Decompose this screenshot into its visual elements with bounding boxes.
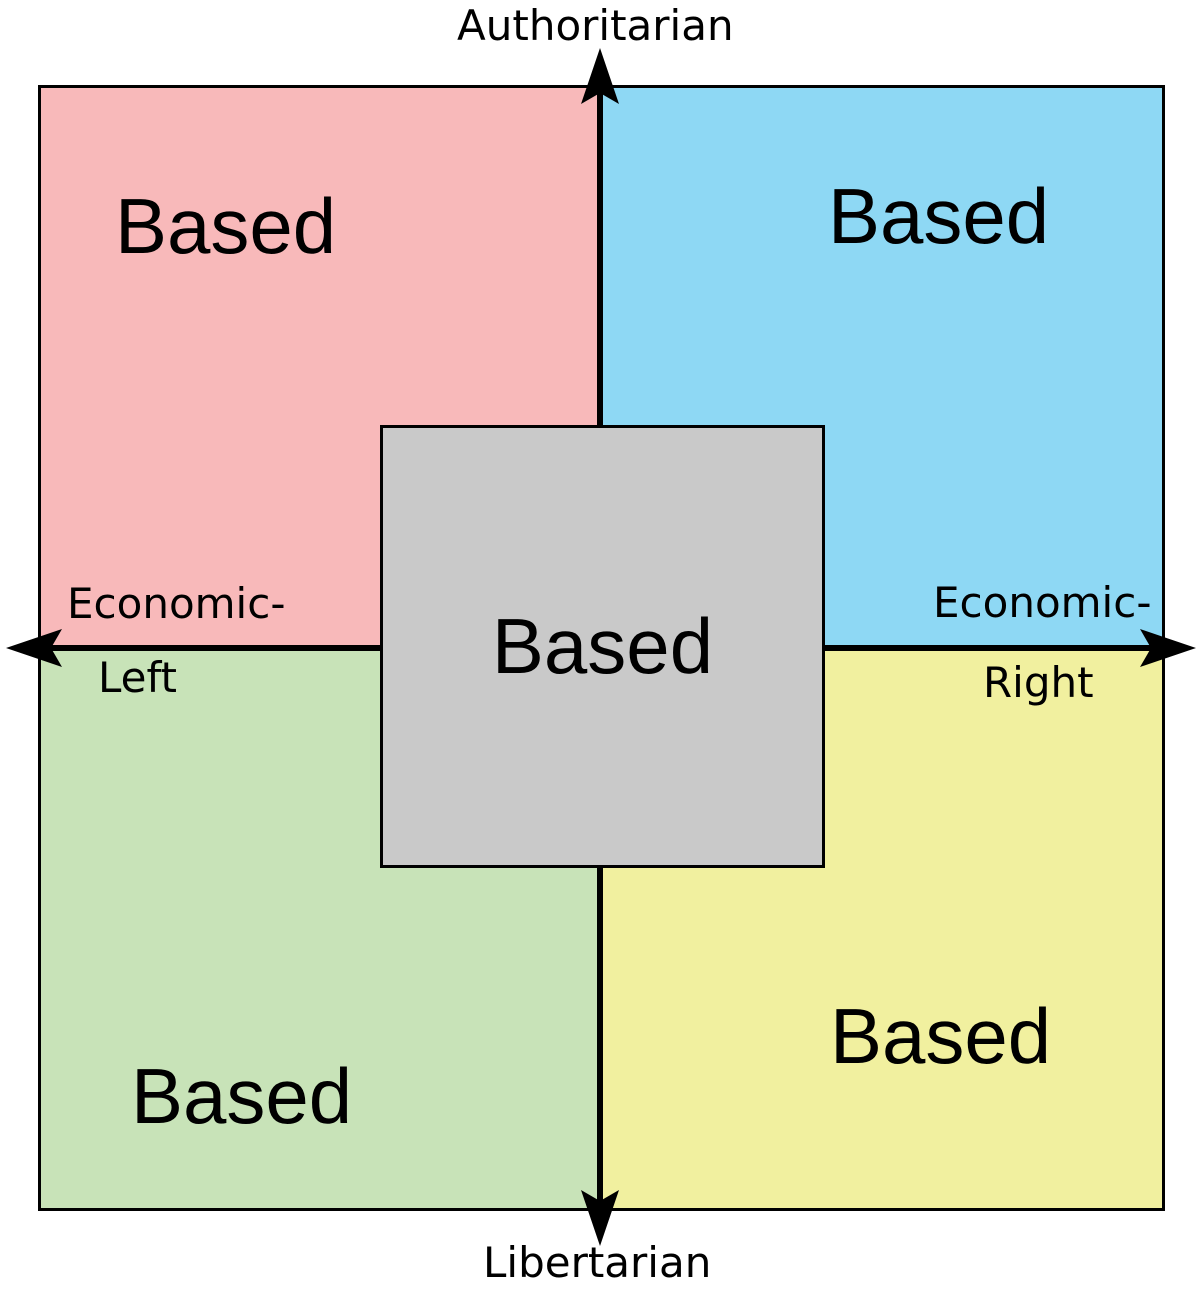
axis-label-authoritarian: Authoritarian <box>457 1 734 50</box>
quadrant-label-libertarian-right: Based <box>830 992 1052 1080</box>
quadrant-label-center: Based <box>491 601 714 690</box>
center-box: Based <box>380 425 825 868</box>
quadrant-label-authoritarian-right: Based <box>828 172 1050 260</box>
axis-label-economic-left-line1: Economic- <box>67 579 286 628</box>
quadrant-label-authoritarian-left: Based <box>115 182 337 270</box>
axis-label-economic-right-line2: Right <box>983 658 1094 707</box>
quadrant-label-libertarian-left: Based <box>131 1052 353 1140</box>
axis-label-economic-right-line1: Economic- <box>933 578 1152 627</box>
axis-label-libertarian: Libertarian <box>483 1238 712 1287</box>
axis-label-economic-left-line2: Left <box>98 653 178 702</box>
